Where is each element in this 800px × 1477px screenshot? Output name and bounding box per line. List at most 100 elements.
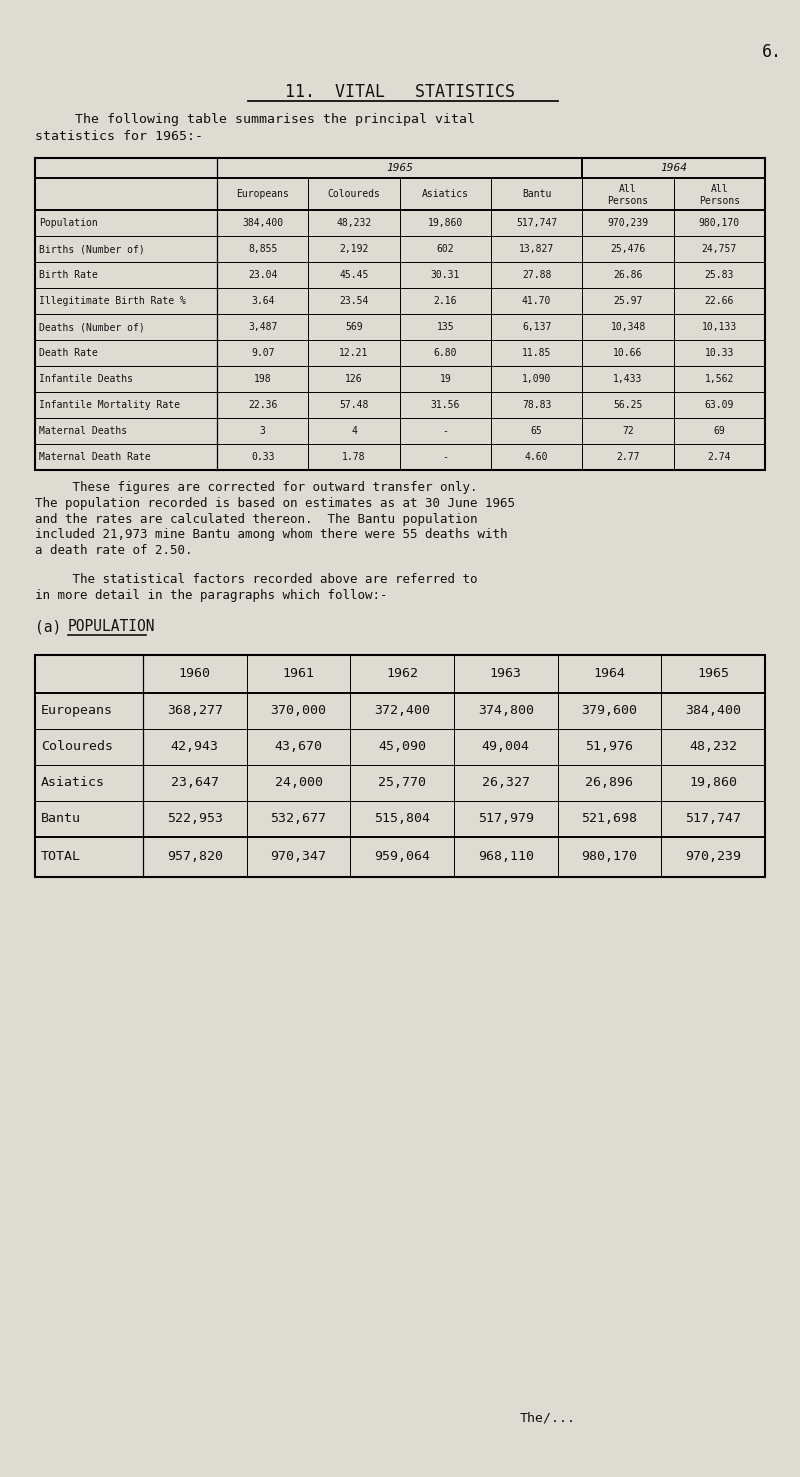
Text: 45.45: 45.45 <box>339 270 369 281</box>
Text: 3.64: 3.64 <box>251 295 274 306</box>
Text: 8,855: 8,855 <box>248 244 278 254</box>
Text: 384,400: 384,400 <box>242 219 283 227</box>
Text: Europeans: Europeans <box>236 189 289 199</box>
Text: Infantile Mortality Rate: Infantile Mortality Rate <box>39 400 180 411</box>
Text: 41.70: 41.70 <box>522 295 551 306</box>
Text: 1,090: 1,090 <box>522 374 551 384</box>
Text: 23.04: 23.04 <box>248 270 278 281</box>
Text: 959,064: 959,064 <box>374 849 430 863</box>
Text: 1964: 1964 <box>660 162 687 173</box>
Text: 4.60: 4.60 <box>525 452 549 462</box>
Text: 1,562: 1,562 <box>705 374 734 384</box>
Text: 23,647: 23,647 <box>171 775 219 789</box>
Text: 23.54: 23.54 <box>339 295 369 306</box>
Text: These figures are corrected for outward transfer only.: These figures are corrected for outward … <box>35 482 478 495</box>
Text: 0.33: 0.33 <box>251 452 274 462</box>
Text: 374,800: 374,800 <box>478 705 534 716</box>
Text: 1965: 1965 <box>697 668 729 679</box>
Text: 517,979: 517,979 <box>478 812 534 826</box>
Text: 384,400: 384,400 <box>685 705 741 716</box>
Text: 48,232: 48,232 <box>689 740 737 753</box>
Text: -: - <box>442 425 448 436</box>
Text: 12.21: 12.21 <box>339 349 369 357</box>
Text: 26,896: 26,896 <box>586 775 634 789</box>
Text: 4: 4 <box>351 425 357 436</box>
Text: Deaths (Number of): Deaths (Number of) <box>39 322 145 332</box>
Text: Europeans: Europeans <box>41 705 113 716</box>
Text: 1962: 1962 <box>386 668 418 679</box>
Text: 57.48: 57.48 <box>339 400 369 411</box>
Text: Coloureds: Coloureds <box>327 189 381 199</box>
Text: The following table summarises the principal vital: The following table summarises the princ… <box>35 114 475 127</box>
Text: 370,000: 370,000 <box>270 705 326 716</box>
Text: 19: 19 <box>439 374 451 384</box>
Text: 45,090: 45,090 <box>378 740 426 753</box>
Text: 9.07: 9.07 <box>251 349 274 357</box>
Text: Births (Number of): Births (Number of) <box>39 244 145 254</box>
Text: 25.97: 25.97 <box>614 295 642 306</box>
Text: 11.  VITAL   STATISTICS: 11. VITAL STATISTICS <box>285 83 515 100</box>
Text: 2.74: 2.74 <box>707 452 731 462</box>
Text: 1.78: 1.78 <box>342 452 366 462</box>
Text: 48,232: 48,232 <box>336 219 372 227</box>
Text: and the rates are calculated thereon.  The Bantu population: and the rates are calculated thereon. Th… <box>35 513 478 526</box>
Text: 27.88: 27.88 <box>522 270 551 281</box>
Text: 65: 65 <box>530 425 542 436</box>
Text: -: - <box>442 452 448 462</box>
Text: 25,770: 25,770 <box>378 775 426 789</box>
Text: 970,239: 970,239 <box>607 219 649 227</box>
Text: 372,400: 372,400 <box>374 705 430 716</box>
Text: Asiatics: Asiatics <box>422 189 469 199</box>
Text: 10,133: 10,133 <box>702 322 737 332</box>
Text: Infantile Deaths: Infantile Deaths <box>39 374 133 384</box>
Text: All: All <box>619 185 637 193</box>
Text: 26,327: 26,327 <box>482 775 530 789</box>
Text: 19,860: 19,860 <box>428 219 463 227</box>
Text: 1963: 1963 <box>490 668 522 679</box>
Text: 22.66: 22.66 <box>705 295 734 306</box>
Text: 521,698: 521,698 <box>582 812 638 826</box>
Text: 11.85: 11.85 <box>522 349 551 357</box>
Text: 72: 72 <box>622 425 634 436</box>
Text: 569: 569 <box>345 322 363 332</box>
Text: 63.09: 63.09 <box>705 400 734 411</box>
Text: The population recorded is based on estimates as at 30 June 1965: The population recorded is based on esti… <box>35 496 515 510</box>
Text: 198: 198 <box>254 374 271 384</box>
Text: Population: Population <box>39 219 98 227</box>
Text: POPULATION: POPULATION <box>68 619 155 634</box>
Text: (a): (a) <box>35 619 62 634</box>
Text: 78.83: 78.83 <box>522 400 551 411</box>
Text: 10,348: 10,348 <box>610 322 646 332</box>
Text: Birth Rate: Birth Rate <box>39 270 98 281</box>
Text: 25.83: 25.83 <box>705 270 734 281</box>
Text: 515,804: 515,804 <box>374 812 430 826</box>
Text: 6.80: 6.80 <box>434 349 457 357</box>
Text: 2,192: 2,192 <box>339 244 369 254</box>
Text: Death Rate: Death Rate <box>39 349 98 357</box>
Text: 517,747: 517,747 <box>685 812 741 826</box>
Text: 126: 126 <box>345 374 363 384</box>
Text: 13,827: 13,827 <box>519 244 554 254</box>
Text: Coloureds: Coloureds <box>41 740 113 753</box>
Text: 26.86: 26.86 <box>614 270 642 281</box>
Text: 31.56: 31.56 <box>430 400 460 411</box>
Text: TOTAL: TOTAL <box>41 849 81 863</box>
Text: 6,137: 6,137 <box>522 322 551 332</box>
Text: Illegitimate Birth Rate %: Illegitimate Birth Rate % <box>39 295 186 306</box>
Text: Bantu: Bantu <box>41 812 81 826</box>
Text: 517,747: 517,747 <box>516 219 558 227</box>
Text: 24,000: 24,000 <box>274 775 322 789</box>
Text: 51,976: 51,976 <box>586 740 634 753</box>
Bar <box>35 654 765 876</box>
Text: 6.: 6. <box>762 43 782 61</box>
Text: 10.66: 10.66 <box>614 349 642 357</box>
Text: 368,277: 368,277 <box>167 705 223 716</box>
Text: Maternal Death Rate: Maternal Death Rate <box>39 452 150 462</box>
Text: Bantu: Bantu <box>522 189 551 199</box>
Text: 135: 135 <box>437 322 454 332</box>
Text: 970,347: 970,347 <box>270 849 326 863</box>
Text: 1960: 1960 <box>179 668 211 679</box>
Text: Asiatics: Asiatics <box>41 775 105 789</box>
Text: 3: 3 <box>260 425 266 436</box>
Text: 1961: 1961 <box>282 668 314 679</box>
